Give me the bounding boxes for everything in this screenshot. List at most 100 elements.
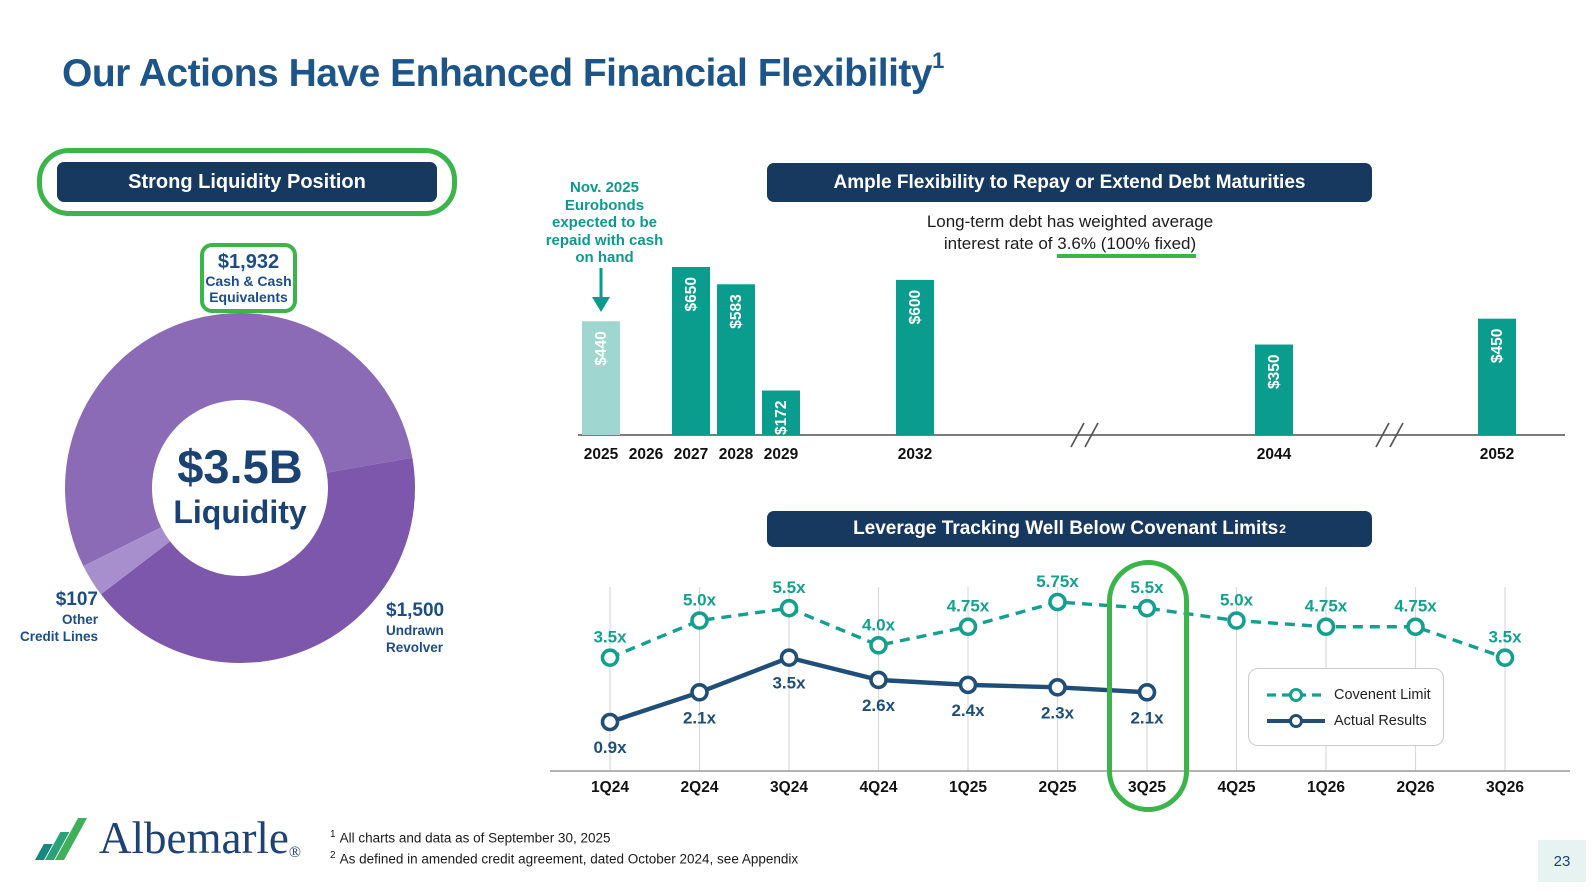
cash-equivalents-callout: $1,932 Cash & Cash Equivalents — [200, 243, 297, 313]
footnote-2-text: As defined in amended credit agreement, … — [339, 851, 799, 867]
svg-text:4.75x: 4.75x — [947, 597, 990, 616]
eurobond-annotation: Nov. 2025 Eurobonds expected to be repai… — [527, 179, 682, 267]
debt-header-text: Ample Flexibility to Repay or Extend Deb… — [833, 171, 1306, 193]
undrawn-revolver-label: $1,500 Undrawn Revolver — [386, 600, 496, 656]
debt-subtitle-line2: interest rate of 3.6% (100% fixed) — [770, 233, 1370, 258]
svg-text:4.75x: 4.75x — [1305, 597, 1348, 616]
svg-text:$450: $450 — [1489, 329, 1506, 363]
svg-text:$583: $583 — [728, 294, 745, 329]
liquidity-header-highlight: Strong Liquidity Position — [37, 148, 457, 216]
svg-text:4.0x: 4.0x — [862, 615, 896, 634]
annotation-line: Eurobonds — [564, 196, 645, 214]
cash-label-line2: Equivalents — [209, 289, 288, 305]
debt-maturity-bar-chart: $440 2025 2026 $650 2027 $583 2028 $172 2029 $600… — [578, 266, 1565, 463]
debt-subtitle-underlined: 3.6% (100% fixed) — [1057, 234, 1197, 258]
cash-label-line1: Cash & Cash — [205, 273, 292, 289]
page-title: Our Actions Have Enhanced Financial Flex… — [62, 48, 944, 96]
chart-legend: Covenent Limit Actual Results — [1248, 668, 1444, 746]
footnote-1-marker: 1 — [330, 829, 336, 840]
svg-text:3Q26: 3Q26 — [1486, 779, 1524, 796]
logo-wordmark: Albemarle — [99, 813, 289, 863]
page-title-text: Our Actions Have Enhanced Financial Flex… — [62, 52, 933, 95]
svg-text:1Q25: 1Q25 — [949, 779, 987, 796]
svg-text:2Q26: 2Q26 — [1397, 779, 1435, 796]
footnote-2: 2 As defined in amended credit agreement,… — [330, 847, 798, 868]
covenant-line-sample-icon — [1267, 688, 1325, 702]
other-credit-line2: Credit Lines — [19, 629, 98, 644]
svg-text:2.6x: 2.6x — [862, 696, 896, 715]
svg-text:0.9x: 0.9x — [593, 738, 627, 757]
svg-text:2.4x: 2.4x — [951, 701, 985, 720]
svg-text:5.0x: 5.0x — [1220, 591, 1254, 610]
revolver-line2: Revolver — [386, 640, 444, 655]
svg-text:2.3x: 2.3x — [1041, 703, 1075, 722]
svg-text:5.5x: 5.5x — [772, 578, 806, 597]
leverage-header-text: Leverage Tracking Well Below Covenant Li… — [853, 518, 1279, 539]
footnote-1: 1 All charts and data as of September 30,… — [330, 826, 798, 847]
cash-value: $1,932 — [217, 251, 280, 273]
annotation-line: Nov. 2025 — [570, 179, 639, 196]
down-arrow-icon — [592, 268, 610, 312]
svg-text:2028: 2028 — [719, 446, 754, 463]
svg-text:2027: 2027 — [674, 446, 708, 463]
legend-item-covenant: Covenent Limit — [1265, 682, 1443, 708]
svg-text:$440: $440 — [593, 331, 610, 365]
svg-text:2052: 2052 — [1480, 446, 1514, 463]
legend-item-actual: Actual Results — [1265, 708, 1443, 734]
svg-text:2Q25: 2Q25 — [1039, 779, 1077, 796]
legend-covenant-label: Covenent Limit — [1334, 687, 1431, 703]
leverage-section-header: Leverage Tracking Well Below Covenant Li… — [767, 511, 1372, 547]
annotation-line: repaid with cash — [545, 231, 664, 249]
other-credit-line1: Other — [61, 612, 98, 627]
svg-text:3.5x: 3.5x — [1488, 628, 1522, 647]
other-credit-lines-label: $107 Other Credit Lines — [6, 589, 98, 645]
debt-subtitle: Long-term debt has weighted average inte… — [770, 211, 1370, 258]
svg-text:2026: 2026 — [629, 446, 664, 463]
other-credit-value: $107 — [55, 589, 98, 610]
liquidity-total-value: $3.5B — [177, 440, 303, 493]
annotation-line: on hand — [575, 249, 634, 266]
revolver-line1: Undrawn — [386, 623, 444, 638]
svg-text:2025: 2025 — [584, 446, 619, 463]
svg-text:2Q24: 2Q24 — [681, 779, 719, 796]
svg-text:2.1x: 2.1x — [683, 708, 717, 727]
q3-25-highlight — [1107, 560, 1189, 812]
svg-text:2029: 2029 — [764, 446, 799, 463]
legend-actual-label: Actual Results — [1334, 713, 1427, 729]
leverage-footnote-ref: 2 — [1279, 522, 1286, 536]
svg-text:2044: 2044 — [1257, 446, 1292, 463]
svg-text:4Q24: 4Q24 — [860, 779, 898, 796]
revolver-value: $1,500 — [386, 600, 445, 621]
page-title-footnote-ref: 1 — [932, 48, 944, 73]
svg-text:$350: $350 — [1266, 355, 1283, 389]
debt-subtitle-line1: Long-term debt has weighted average — [926, 212, 1214, 231]
page-number: 23 — [1538, 840, 1586, 882]
svg-text:3.5x: 3.5x — [593, 628, 627, 647]
svg-text:4Q25: 4Q25 — [1218, 779, 1256, 796]
svg-text:1Q24: 1Q24 — [591, 779, 629, 796]
svg-text:1Q26: 1Q26 — [1307, 779, 1345, 796]
svg-text:3Q24: 3Q24 — [770, 779, 808, 796]
liquidity-total: $3.5B Liquidity — [140, 441, 340, 531]
liquidity-section-header: Strong Liquidity Position — [57, 162, 437, 202]
liquidity-donut-chart — [65, 313, 416, 663]
svg-text:3.5x: 3.5x — [772, 674, 806, 693]
svg-text:$650: $650 — [683, 277, 700, 311]
footnotes: 1 All charts and data as of September 30,… — [330, 826, 798, 868]
svg-text:5.0x: 5.0x — [683, 591, 717, 610]
footnote-1-text: All charts and data as of September 30, … — [339, 830, 611, 846]
svg-text:2032: 2032 — [898, 446, 932, 463]
albemarle-logo: Albemarle ® — [35, 814, 301, 862]
svg-text:$600: $600 — [907, 290, 924, 324]
liquidity-total-label: Liquidity — [173, 494, 307, 530]
annotation-line: expected to be — [551, 214, 658, 231]
svg-text:4.75x: 4.75x — [1394, 597, 1437, 616]
footnote-2-marker: 2 — [330, 850, 336, 861]
actual-line-sample-icon — [1267, 714, 1325, 728]
svg-text:$172: $172 — [773, 401, 790, 435]
svg-text:5.75x: 5.75x — [1036, 572, 1079, 591]
registered-mark-icon: ® — [288, 844, 302, 861]
albemarle-logo-mark — [35, 818, 88, 860]
svg-text:2.1x: 2.1x — [1130, 708, 1164, 727]
